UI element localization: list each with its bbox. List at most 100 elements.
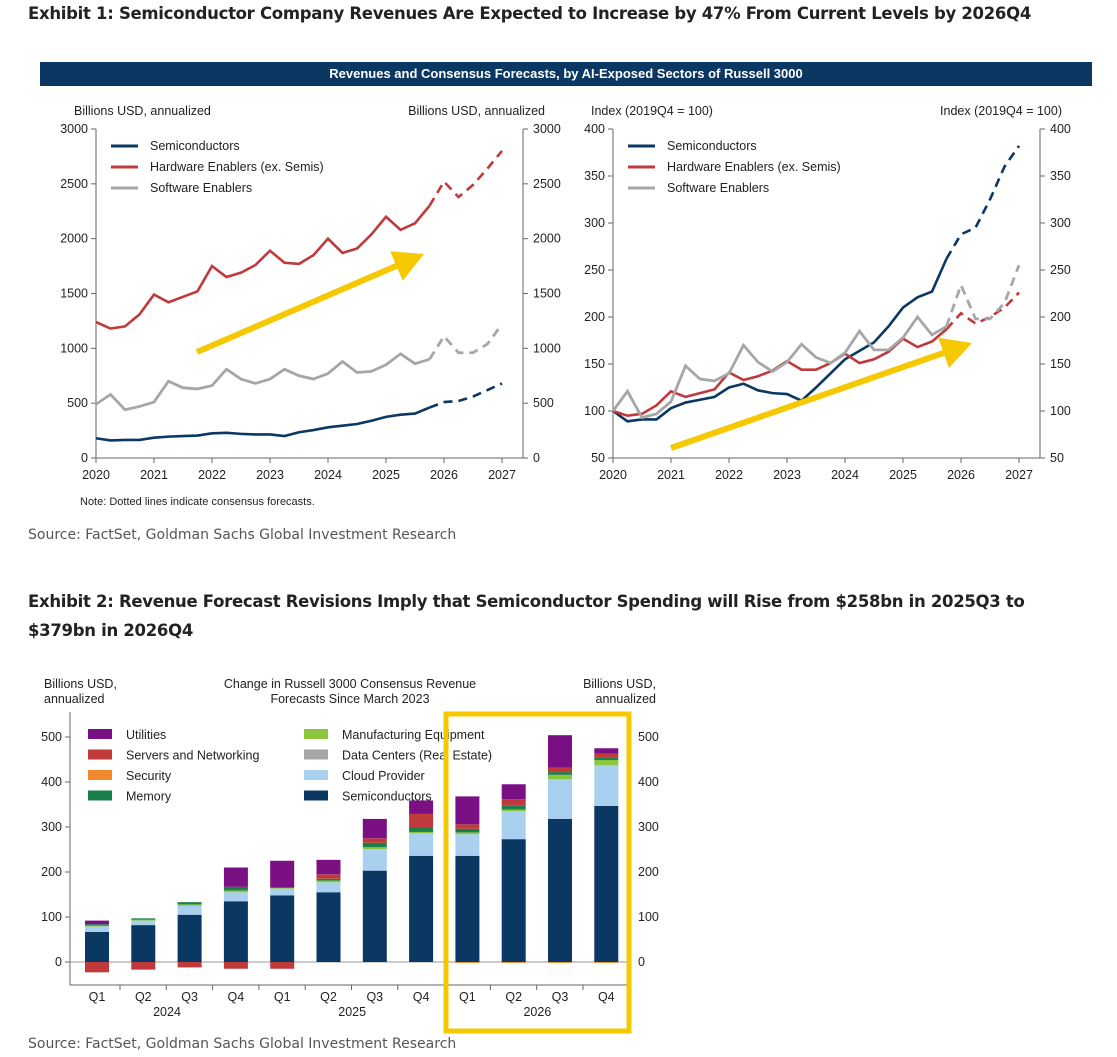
series-line-forecast	[945, 145, 1021, 260]
y-tick-label-right: 2500	[533, 177, 561, 191]
legend-label: Software Enablers	[150, 181, 252, 195]
bar-segment	[455, 832, 480, 835]
bar-segment	[85, 931, 109, 962]
bar-segment	[223, 962, 248, 969]
bar-segment	[362, 870, 387, 962]
series-line-forecast	[429, 382, 503, 409]
x-tick-label: Q3	[181, 990, 198, 1004]
legend-swatch	[304, 729, 328, 739]
series-line-actual	[611, 314, 948, 420]
bar-segment	[131, 925, 156, 962]
y-tick-label: 2000	[60, 232, 88, 246]
bar-segment	[223, 890, 248, 893]
bar-segment	[223, 867, 248, 887]
y-tick-label: 250	[584, 263, 605, 277]
bar-segment	[409, 800, 434, 814]
bar-segment	[501, 839, 526, 962]
bar-segment	[85, 924, 109, 926]
x-tick-label: Q4	[228, 990, 245, 1004]
bar-segment	[594, 759, 619, 766]
y-tick-label: 100	[584, 404, 605, 418]
bar-segment	[594, 748, 619, 754]
legend-label: Memory	[126, 790, 172, 804]
legend-label: Manufacturing Equipment	[342, 728, 485, 742]
bar-segment	[362, 838, 387, 843]
y-tick-label-right: 3000	[533, 122, 561, 136]
legend-swatch	[88, 729, 112, 739]
y-tick-label-right: 2000	[533, 232, 561, 246]
legend-swatch	[304, 790, 328, 801]
y-tick-label: 2500	[60, 177, 88, 191]
bar-segment	[409, 827, 434, 832]
bar-segment	[548, 818, 572, 962]
bar-segment	[594, 805, 619, 962]
bar-segment	[316, 874, 341, 879]
exhibit2-source: Source: FactSet, Goldman Sachs Global In…	[28, 1036, 457, 1052]
exhibit1-banner: Revenues and Consensus Forecasts, by AI-…	[40, 62, 1092, 86]
y-tick-label: 0	[81, 451, 88, 465]
y-tick-label-right: 500	[638, 730, 659, 744]
bar-segment	[177, 902, 202, 905]
y-tick-label-right: 100	[1050, 404, 1071, 418]
legend-label: Semiconductors	[667, 139, 757, 153]
bar-segment	[177, 914, 202, 962]
exhibit1-title: Exhibit 1: Semiconductor Company Revenue…	[28, 4, 1032, 23]
y-tick-label: 500	[67, 396, 88, 410]
year-label: 2026	[523, 1005, 551, 1019]
bar-segment	[548, 767, 572, 773]
bar-segment	[270, 888, 295, 896]
year-label: 2025	[338, 1005, 366, 1019]
bar-segment	[548, 774, 572, 780]
series-line-actual	[95, 352, 430, 412]
bar-segment	[223, 901, 248, 962]
bar-segment	[270, 962, 295, 969]
bar-segment	[131, 920, 156, 926]
legend-label: Cloud Provider	[342, 769, 425, 783]
x-tick-label: 2021	[140, 468, 168, 482]
x-tick-label: 2024	[831, 468, 859, 482]
y-tick-label-right: 500	[533, 396, 554, 410]
bar-segment	[177, 904, 202, 906]
bar-segment	[362, 849, 387, 871]
bar-segment	[548, 779, 572, 819]
bar-segment	[501, 809, 526, 812]
bar-segment	[316, 859, 341, 875]
exhibit1-note: Note: Dotted lines indicate consensus fo…	[80, 496, 315, 508]
bar-segment	[85, 962, 109, 973]
bar-segment	[501, 784, 526, 800]
x-tick-label: 2027	[1005, 468, 1033, 482]
bar-segment	[409, 831, 434, 834]
y-tick-label-right: 250	[1050, 263, 1071, 277]
bar-segment	[501, 799, 526, 806]
bar-segment	[455, 796, 480, 825]
bar-segment	[455, 828, 480, 833]
x-tick-label: Q1	[459, 990, 476, 1004]
y-axis-label-right-2: annualized	[596, 692, 657, 706]
bar-segment	[594, 753, 619, 758]
exhibit2-title-line1: Exhibit 2: Revenue Forecast Revisions Im…	[28, 592, 1025, 611]
legend-label: Software Enablers	[667, 181, 769, 195]
x-tick-label: 2020	[599, 468, 627, 482]
yellow-arrow-left	[195, 263, 398, 355]
bar-segment	[316, 882, 341, 893]
y-tick-label-right: 100	[638, 910, 659, 924]
y-tick-label-right: 0	[533, 451, 540, 465]
y-tick-label: 50	[591, 451, 605, 465]
y-axis-label-right: Billions USD,	[583, 677, 656, 691]
x-tick-label: 2023	[256, 468, 284, 482]
series-line-forecast	[945, 291, 1020, 331]
legend-label: Security	[126, 769, 172, 783]
bar-segment	[177, 905, 202, 915]
bar-segment	[270, 860, 295, 888]
x-tick-label: 2022	[198, 468, 226, 482]
x-tick-label: Q2	[320, 990, 337, 1004]
year-label: 2024	[153, 1005, 181, 1019]
series-line-actual	[95, 204, 431, 330]
y-tick-label-right: 300	[638, 820, 659, 834]
bar-segment	[548, 735, 572, 768]
bar-segment	[223, 892, 248, 902]
legend-swatch	[88, 770, 112, 780]
bar-segment	[131, 918, 156, 920]
x-tick-label: 2026	[430, 468, 458, 482]
legend-swatch	[304, 749, 328, 760]
